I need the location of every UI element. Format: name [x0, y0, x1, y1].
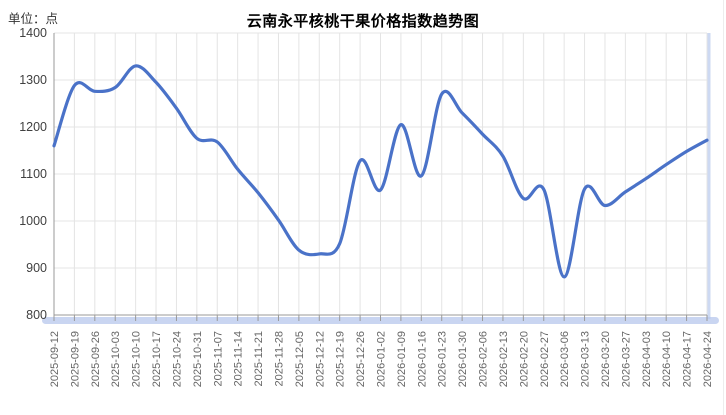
x-tick-label: 2026-01-02: [376, 331, 388, 387]
x-tick-label: 2025-10-10: [131, 331, 143, 387]
x-tick-label: 2026-02-13: [498, 331, 510, 387]
y-tick-label: 800: [26, 308, 47, 322]
x-tick-label: 2026-02-06: [478, 331, 490, 387]
series-line: [52, 64, 709, 279]
y-tick-label: 1200: [19, 120, 47, 134]
x-tick-label: 2025-10-31: [192, 331, 204, 387]
x-tick-label: 2026-01-09: [396, 331, 408, 387]
x-tick-label: 2025-11-14: [233, 331, 245, 386]
x-tick-label: 2025-10-03: [110, 331, 122, 387]
y-tick-label: 900: [26, 261, 47, 275]
x-tick-label: 2026-01-30: [457, 331, 469, 387]
x-tick-label: 2026-03-27: [620, 331, 632, 387]
x-tick-label: 2026-03-13: [580, 331, 592, 387]
x-tick-label: 2025-11-28: [273, 331, 285, 386]
x-tick-label: 2025-11-21: [253, 331, 265, 386]
x-tick-label: 2025-12-05: [294, 331, 306, 387]
x-tick-label: 2025-11-07: [212, 331, 224, 386]
x-tick-label: 2026-04-03: [641, 331, 653, 387]
y-tick-label: 1400: [19, 26, 47, 40]
axes: [53, 33, 708, 321]
x-tick-label: 2026-02-20: [518, 331, 530, 387]
chart-title: 云南永平核桃干果价格指数趋势图: [246, 13, 480, 30]
x-tick-label: 2025-09-19: [69, 331, 81, 387]
x-tick-label: 2026-03-20: [600, 331, 612, 387]
x-tick-label: 2026-04-17: [682, 331, 694, 387]
x-tick-label: 2025-09-12: [49, 331, 61, 387]
x-tick-label: 2025-10-24: [171, 331, 183, 387]
right-edge-divider: [723, 0, 724, 415]
x-tick-label: 2026-04-10: [661, 331, 673, 387]
grid-lines: [42, 32, 719, 324]
y-tick-label: 1000: [19, 214, 47, 228]
x-tick-label: 2026-04-24: [702, 331, 714, 387]
x-tick-label: 2025-10-17: [151, 331, 163, 387]
y-tick-label: 1100: [20, 167, 47, 181]
price-index-line: [52, 64, 709, 279]
x-tick-label: 2026-01-16: [416, 331, 428, 387]
x-tick-label: 2026-01-23: [437, 331, 449, 387]
y-tick-label: 1300: [19, 73, 47, 87]
x-tick-label: 2025-12-12: [314, 331, 326, 387]
x-tick-label: 2025-12-26: [355, 331, 367, 387]
x-tick-label: 2025-12-19: [335, 331, 347, 387]
x-tick-label: 2026-02-27: [539, 331, 551, 387]
tick-labels: 800 900 1000 1100 1200 1300 1400 2025-09-12 2025…: [19, 26, 714, 387]
x-tick-label: 2026-03-06: [559, 331, 571, 387]
x-tick-label: 2025-09-26: [90, 331, 102, 387]
unit-label: 单位：点: [8, 12, 59, 26]
